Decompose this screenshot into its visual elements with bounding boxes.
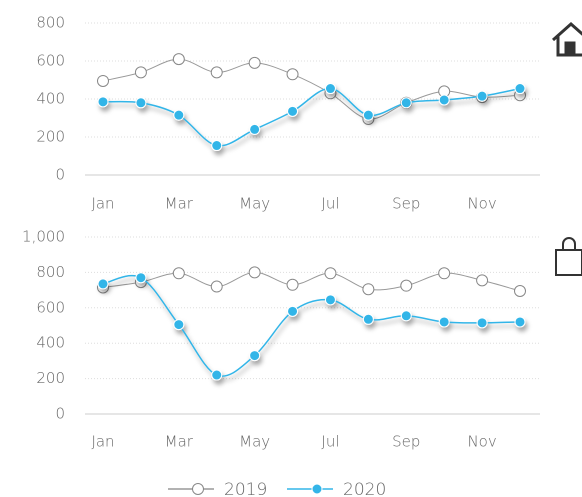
y-tick-label: 1,000 bbox=[22, 228, 65, 246]
legend-label: 2020 bbox=[343, 480, 386, 497]
x-tick-label: Nov bbox=[467, 433, 496, 451]
point bbox=[134, 66, 147, 79]
x-tick-label: Sep bbox=[392, 433, 420, 451]
point bbox=[400, 310, 412, 322]
y-tick-label: 200 bbox=[36, 128, 65, 146]
point bbox=[97, 96, 109, 108]
y-tick-label: 0 bbox=[55, 405, 65, 423]
legend-label: 2019 bbox=[224, 480, 267, 497]
point bbox=[172, 267, 185, 280]
point bbox=[210, 280, 223, 293]
x-tick-label: Mar bbox=[165, 433, 194, 451]
point bbox=[476, 317, 488, 329]
point bbox=[514, 83, 526, 95]
series-1 bbox=[97, 83, 526, 152]
point bbox=[211, 140, 223, 152]
point bbox=[362, 313, 374, 325]
point bbox=[286, 278, 299, 291]
point bbox=[211, 369, 223, 381]
x-tick-label: Sep bbox=[392, 195, 420, 213]
point bbox=[173, 109, 185, 121]
y-tick-label: 800 bbox=[36, 263, 65, 281]
y-tick-label: 800 bbox=[36, 14, 65, 32]
point bbox=[173, 319, 185, 331]
x-tick-label: Jan bbox=[91, 195, 114, 213]
x-tick-label: Jan bbox=[91, 433, 114, 451]
point bbox=[514, 284, 526, 297]
point bbox=[476, 90, 488, 102]
y-tick-label: 200 bbox=[36, 369, 65, 387]
point bbox=[287, 105, 299, 117]
bag-icon bbox=[555, 237, 582, 276]
y-tick-label: 600 bbox=[36, 52, 65, 70]
x-tick-label: May bbox=[239, 195, 270, 213]
point bbox=[438, 316, 450, 328]
point bbox=[248, 266, 261, 279]
house-icon bbox=[552, 21, 582, 57]
point bbox=[286, 68, 299, 81]
point bbox=[400, 97, 412, 109]
x-tick-label: Nov bbox=[467, 195, 496, 213]
point bbox=[135, 272, 147, 284]
line bbox=[102, 58, 521, 120]
y-tick-label: 0 bbox=[55, 166, 65, 184]
point bbox=[476, 274, 489, 287]
point bbox=[97, 74, 109, 87]
x-tick-label: May bbox=[239, 433, 270, 451]
series-0 bbox=[97, 266, 526, 297]
x-tick-label: Jul bbox=[321, 195, 339, 213]
legend-marker bbox=[192, 483, 204, 495]
point bbox=[287, 305, 299, 317]
y-tick-label: 400 bbox=[36, 90, 65, 108]
point bbox=[438, 267, 451, 280]
point bbox=[210, 66, 223, 79]
point bbox=[324, 267, 337, 280]
legend-marker bbox=[311, 483, 323, 495]
point bbox=[362, 283, 375, 296]
x-tick-label: Jul bbox=[321, 433, 339, 451]
point bbox=[400, 279, 413, 292]
point bbox=[172, 53, 185, 66]
series-0 bbox=[97, 53, 526, 125]
point bbox=[438, 94, 450, 106]
x-tick-label: Mar bbox=[165, 195, 194, 213]
point bbox=[324, 294, 336, 306]
line bbox=[102, 271, 521, 292]
point bbox=[135, 97, 147, 109]
point bbox=[514, 316, 526, 328]
point bbox=[324, 83, 336, 95]
line bbox=[102, 274, 521, 377]
point bbox=[362, 109, 374, 121]
series-1 bbox=[97, 272, 526, 381]
point bbox=[249, 123, 261, 135]
point bbox=[248, 56, 261, 69]
y-tick-label: 600 bbox=[36, 298, 65, 316]
y-tick-label: 400 bbox=[36, 334, 65, 352]
point bbox=[97, 278, 109, 290]
point bbox=[249, 350, 261, 362]
